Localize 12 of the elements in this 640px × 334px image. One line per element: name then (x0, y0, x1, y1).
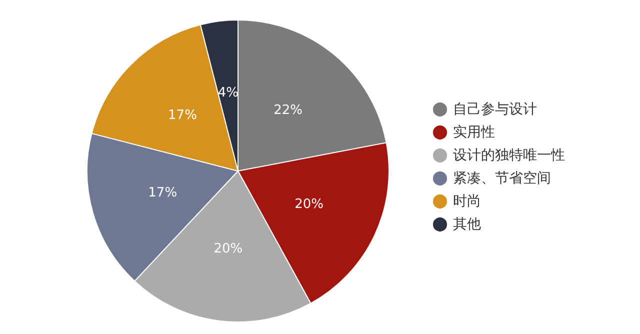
data-label: 4% (218, 86, 238, 101)
legend-label: 紧凑、节省空间 (453, 170, 551, 186)
legend-label: 时尚 (453, 194, 481, 210)
legend-label: 实用性 (453, 124, 495, 140)
legend-label: 其他 (453, 216, 481, 232)
legend-label: 自己参与设计 (453, 102, 537, 118)
data-label: 22% (274, 103, 302, 118)
data-label: 20% (214, 241, 243, 256)
data-label: 17% (148, 185, 178, 200)
legend-label: 设计的独特唯一性 (453, 148, 565, 164)
data-label: 20% (294, 196, 324, 212)
data-label: 17% (168, 108, 197, 123)
